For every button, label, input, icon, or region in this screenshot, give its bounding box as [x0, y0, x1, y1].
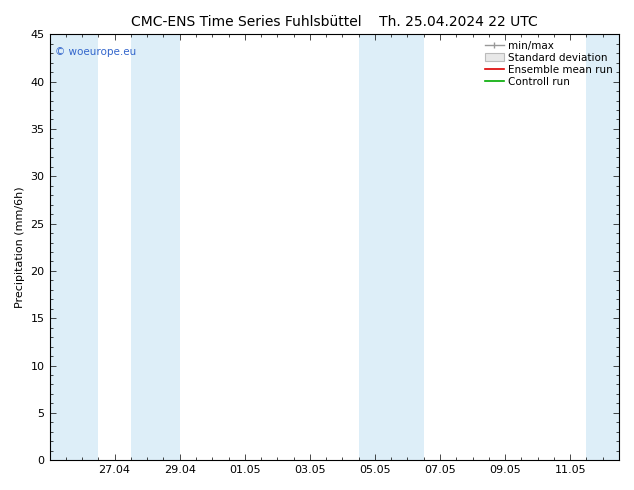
- Bar: [586, 34, 619, 460]
- Title: CMC-ENS Time Series Fuhlsbüttel    Th. 25.04.2024 22 UTC: CMC-ENS Time Series Fuhlsbüttel Th. 25.0…: [131, 15, 538, 29]
- Text: © woeurope.eu: © woeurope.eu: [55, 47, 136, 57]
- Bar: [49, 34, 98, 460]
- Bar: [391, 34, 424, 460]
- Bar: [131, 34, 179, 460]
- Y-axis label: Precipitation (mm/6h): Precipitation (mm/6h): [15, 186, 25, 308]
- Legend: min/max, Standard deviation, Ensemble mean run, Controll run: min/max, Standard deviation, Ensemble me…: [482, 37, 616, 90]
- Bar: [359, 34, 391, 460]
